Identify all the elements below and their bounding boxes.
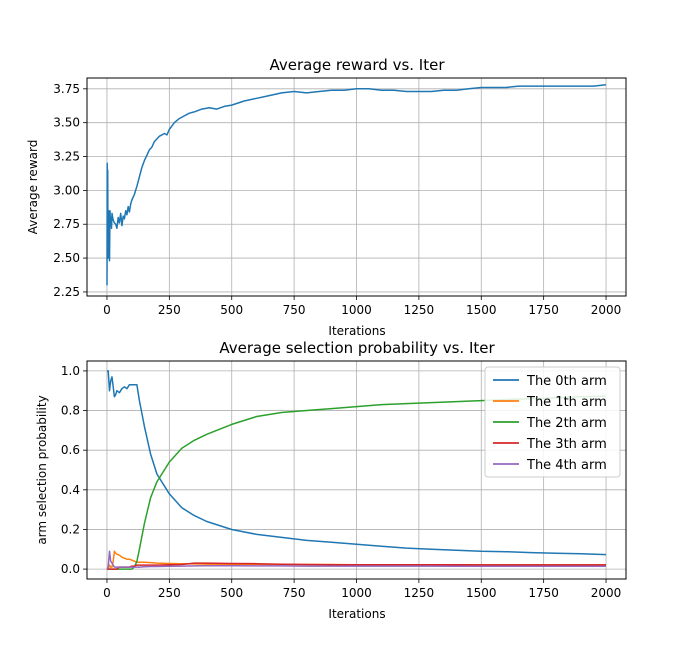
y-tick-label: 3.50 <box>53 116 80 130</box>
y-tick-label: 0.8 <box>61 404 80 418</box>
legend-label: The 3th arm <box>526 437 607 452</box>
reward-chart-grid <box>87 78 626 296</box>
reward-chart-ylabel: Average reward <box>26 140 40 235</box>
x-tick-label: 250 <box>158 586 181 600</box>
y-tick-label: 2.50 <box>53 251 80 265</box>
x-tick-label: 750 <box>283 303 306 317</box>
x-tick-label: 1250 <box>404 303 435 317</box>
probability-chart-ylabel: arm selection probability <box>35 395 49 544</box>
reward-chart: Average reward vs. Iter 0 250 500 750 1000 12… <box>26 56 627 338</box>
reward-chart-lines <box>106 84 607 286</box>
x-tick-label: 1000 <box>341 303 372 317</box>
probability-chart-grid <box>87 361 626 579</box>
legend-label: The 1th arm <box>526 395 607 410</box>
x-tick-label: 250 <box>158 303 181 317</box>
x-tick-label: 1500 <box>466 303 497 317</box>
series-line-0 <box>106 84 607 286</box>
probability-chart-yticks: 0.0 0.2 0.4 0.6 0.8 1.0 <box>61 364 87 576</box>
y-tick-label: 3.00 <box>53 183 80 197</box>
reward-chart-xticks: 0 250 500 750 1000 1250 1500 1750 2000 <box>103 296 621 317</box>
legend-label: The 0th arm <box>526 374 607 389</box>
x-tick-label: 1750 <box>528 303 559 317</box>
y-tick-label: 3.25 <box>53 150 80 164</box>
x-tick-label: 750 <box>283 586 306 600</box>
x-tick-label: 500 <box>220 303 243 317</box>
reward-chart-title: Average reward vs. Iter <box>269 56 445 74</box>
probability-chart-lines <box>106 370 607 570</box>
x-tick-label: 2000 <box>591 586 622 600</box>
y-tick-label: 0.6 <box>61 443 80 457</box>
legend-box <box>484 366 621 478</box>
x-tick-label: 1250 <box>404 586 435 600</box>
probability-chart-xticks: 0 250 500 750 1000 1250 1500 1750 2000 <box>103 579 621 600</box>
x-tick-label: 2000 <box>591 303 622 317</box>
y-tick-label: 0.2 <box>61 522 80 536</box>
probability-chart-legend: The 0th arm The 1th arm The 2th arm The 3th… <box>484 366 621 478</box>
y-tick-label: 2.25 <box>53 285 80 299</box>
y-tick-label: 2.75 <box>53 217 80 231</box>
legend-label: The 2th arm <box>526 416 607 431</box>
y-tick-label: 3.75 <box>53 82 80 96</box>
x-tick-label: 0 <box>103 586 111 600</box>
probability-chart-xlabel: Iterations <box>328 607 385 621</box>
x-tick-label: 1750 <box>528 586 559 600</box>
series-line-4 <box>106 550 606 570</box>
y-tick-label: 0.4 <box>61 483 80 497</box>
x-tick-label: 500 <box>220 586 243 600</box>
y-tick-label: 0.0 <box>61 562 80 576</box>
x-tick-label: 1500 <box>466 586 497 600</box>
x-tick-label: 1000 <box>341 586 372 600</box>
probability-chart: Average selection probability vs. Iter 0… <box>35 339 627 621</box>
reward-chart-xlabel: Iterations <box>328 324 385 338</box>
y-tick-label: 1.0 <box>61 364 80 378</box>
series-line-0 <box>107 370 607 556</box>
x-tick-label: 0 <box>103 303 111 317</box>
series-line-3 <box>107 562 606 570</box>
reward-chart-yticks: 2.25 2.50 2.75 3.00 3.25 3.50 3.75 <box>53 82 87 299</box>
legend-label: The 4th arm <box>526 458 607 473</box>
probability-chart-title: Average selection probability vs. Iter <box>219 339 495 357</box>
